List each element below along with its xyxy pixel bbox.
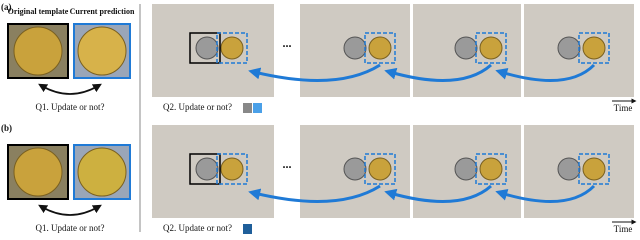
row-label: (b): [1, 123, 12, 133]
track-arrow: [248, 63, 381, 83]
prediction-box: [578, 153, 610, 185]
coin: [454, 157, 478, 181]
coin: [368, 157, 392, 181]
coin: [77, 26, 127, 76]
prediction-box: [216, 32, 248, 64]
coin: [368, 36, 392, 60]
icon: [243, 103, 252, 113]
track-arrow: [384, 184, 492, 203]
coin: [557, 157, 581, 181]
icon: [253, 103, 262, 113]
coin: [479, 157, 503, 181]
coin: [343, 157, 367, 181]
time-label: Time: [614, 224, 633, 234]
coin: [557, 36, 581, 60]
coin: [195, 36, 219, 60]
prediction-box: [475, 153, 507, 185]
template-box: [189, 32, 221, 64]
question-2: Q2. Update or not?: [163, 102, 232, 112]
coin: [454, 36, 478, 60]
track-arrow: [384, 63, 492, 82]
icon: [243, 224, 252, 234]
prediction-box: [216, 153, 248, 185]
ellipsis: ...: [283, 157, 292, 171]
track-arrow: [495, 184, 596, 203]
coin: [582, 36, 606, 60]
prediction-box: [364, 153, 396, 185]
coin: [582, 157, 606, 181]
coin: [13, 26, 63, 76]
coin: [479, 36, 503, 60]
track-arrow: [248, 184, 381, 204]
compare-arrow: [38, 204, 102, 216]
coin: [13, 147, 63, 197]
compare-arrow: [38, 83, 102, 95]
template-box: [189, 153, 221, 185]
question-2: Q2. Update or not?: [163, 223, 232, 233]
prediction-caption: Current prediction: [70, 7, 135, 16]
question-1: Q1. Update or not?: [36, 223, 105, 233]
coin: [343, 36, 367, 60]
coin: [195, 157, 219, 181]
row-label: (a): [1, 2, 12, 12]
ellipsis: ...: [283, 36, 292, 50]
template-caption: Original template: [8, 7, 69, 16]
track-arrow: [495, 63, 596, 82]
coin: [220, 36, 244, 60]
time-label: Time: [614, 103, 633, 113]
coin: [220, 157, 244, 181]
coin: [77, 147, 127, 197]
prediction-box: [364, 32, 396, 64]
question-1: Q1. Update or not?: [36, 102, 105, 112]
prediction-box: [578, 32, 610, 64]
prediction-box: [475, 32, 507, 64]
